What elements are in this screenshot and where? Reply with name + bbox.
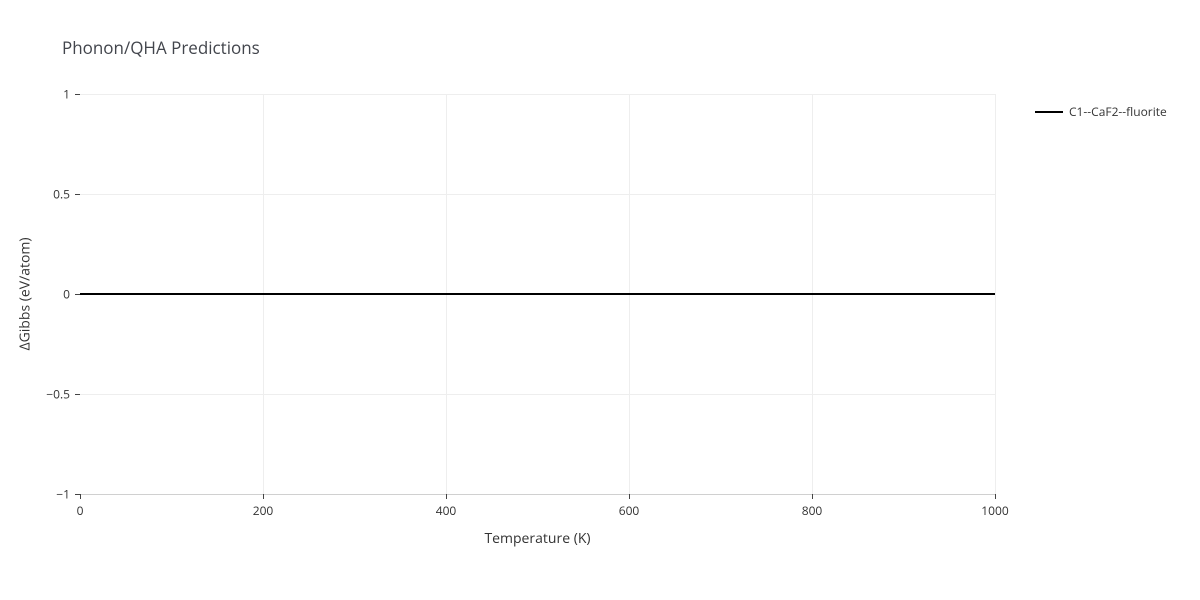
y-gridline bbox=[80, 194, 995, 195]
y-tick-label: 1 bbox=[63, 86, 70, 103]
x-tick-label: 600 bbox=[619, 502, 640, 519]
y-gridline bbox=[80, 394, 995, 395]
x-tick-label: 800 bbox=[802, 502, 823, 519]
y-tick-mark bbox=[75, 394, 80, 395]
x-tick-label: 200 bbox=[253, 502, 274, 519]
x-tick-label: 400 bbox=[436, 502, 457, 519]
x-tick-label: 1000 bbox=[981, 502, 1008, 519]
y-tick-label: 0 bbox=[63, 286, 70, 303]
series-line bbox=[80, 293, 995, 295]
y-tick-label: −0.5 bbox=[46, 386, 70, 403]
x-tick-mark bbox=[263, 494, 264, 499]
y-gridline bbox=[80, 94, 995, 95]
y-tick-label: −1 bbox=[56, 486, 70, 503]
plot-area: −1−0.500.5102004006008001000 bbox=[80, 94, 995, 495]
x-axis-label: Temperature (K) bbox=[484, 529, 590, 548]
legend-label: C1--CaF2--fluorite bbox=[1069, 103, 1167, 120]
x-gridline bbox=[995, 94, 996, 494]
legend-swatch bbox=[1035, 111, 1063, 113]
y-tick-mark bbox=[75, 194, 80, 195]
legend: C1--CaF2--fluorite bbox=[1035, 103, 1167, 120]
x-tick-mark bbox=[995, 494, 996, 499]
x-tick-label: 0 bbox=[77, 502, 84, 519]
y-axis-label: ΔGibbs (eV/atom) bbox=[16, 237, 35, 350]
y-tick-mark bbox=[75, 94, 80, 95]
x-tick-mark bbox=[812, 494, 813, 499]
x-tick-mark bbox=[446, 494, 447, 499]
x-tick-mark bbox=[629, 494, 630, 499]
y-tick-label: 0.5 bbox=[53, 186, 70, 203]
x-tick-mark bbox=[80, 494, 81, 499]
chart-container: Phonon/QHA Predictions −1−0.500.51020040… bbox=[0, 0, 1200, 600]
chart-title: Phonon/QHA Predictions bbox=[62, 36, 260, 59]
